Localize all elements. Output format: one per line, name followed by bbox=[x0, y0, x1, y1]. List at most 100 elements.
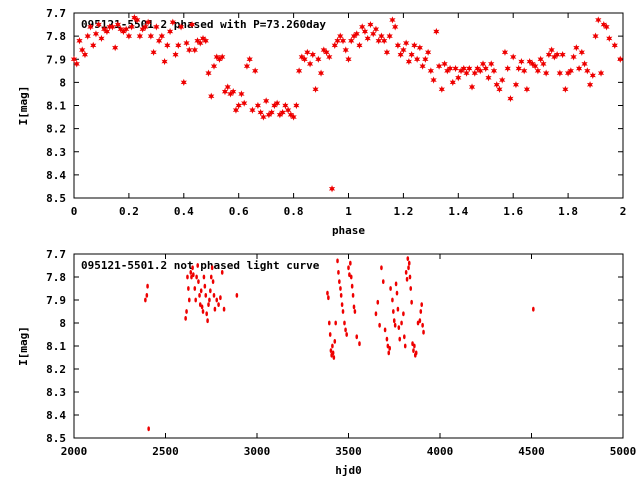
data-point bbox=[185, 309, 188, 314]
x-tick-label: 0 bbox=[71, 205, 78, 218]
data-point bbox=[192, 272, 195, 278]
data-point bbox=[383, 327, 387, 333]
data-point bbox=[529, 60, 536, 68]
data-point bbox=[197, 39, 204, 47]
data-point bbox=[128, 23, 135, 31]
data-point bbox=[392, 318, 396, 324]
data-point bbox=[403, 334, 406, 340]
data-point bbox=[411, 341, 414, 347]
x-tick-label: 0.8 bbox=[284, 205, 304, 218]
data-point bbox=[477, 67, 484, 75]
data-point bbox=[208, 297, 211, 303]
x-tick-label: 0.6 bbox=[229, 205, 249, 218]
data-point bbox=[485, 74, 492, 82]
data-point bbox=[112, 44, 119, 52]
data-point bbox=[348, 37, 355, 45]
phased-chart: 0 0.2 0.4 0.6 0.8 1 1.2 1.4 1.6 1.8 2 7.7 7.8 7.9 8 8.1… bbox=[17, 7, 626, 237]
data-point bbox=[196, 263, 200, 268]
data-point bbox=[215, 297, 219, 303]
data-point bbox=[328, 185, 336, 193]
data-point bbox=[523, 85, 531, 93]
data-point bbox=[345, 55, 352, 63]
data-point bbox=[265, 111, 273, 119]
data-point bbox=[317, 69, 325, 77]
data-point bbox=[488, 60, 495, 68]
data-point bbox=[351, 293, 355, 298]
data-point bbox=[326, 290, 329, 296]
data-point bbox=[406, 256, 410, 261]
data-point bbox=[187, 297, 191, 303]
data-point bbox=[193, 286, 197, 291]
data-point bbox=[260, 113, 267, 121]
data-point bbox=[298, 53, 305, 61]
data-point bbox=[106, 23, 113, 31]
data-point bbox=[364, 34, 371, 43]
data-point bbox=[279, 108, 286, 117]
data-point bbox=[147, 32, 154, 40]
data-point bbox=[570, 53, 577, 61]
data-point bbox=[482, 64, 489, 73]
data-point bbox=[205, 311, 208, 317]
y-tick-label: 7.8 bbox=[46, 271, 66, 284]
data-point bbox=[87, 23, 94, 31]
data-point bbox=[144, 297, 147, 303]
x-tick-label: 5000 bbox=[610, 445, 637, 458]
data-point bbox=[205, 69, 212, 77]
data-point bbox=[422, 55, 429, 63]
data-point bbox=[334, 320, 337, 326]
data-point bbox=[559, 51, 566, 59]
data-point bbox=[183, 39, 190, 47]
data-point bbox=[207, 302, 210, 307]
data-point bbox=[540, 60, 547, 68]
x-tick-label: 0.2 bbox=[119, 205, 139, 218]
x-tick-label: 1.2 bbox=[393, 205, 413, 218]
data-point bbox=[414, 350, 418, 356]
data-point bbox=[191, 46, 198, 54]
data-point bbox=[332, 355, 336, 360]
data-point bbox=[199, 288, 203, 294]
data-point bbox=[460, 64, 467, 73]
unphased-chart: 2000 2500 3000 3500 4000 4500 5000 7.7 7.8 7.9 8 8.… bbox=[17, 248, 636, 477]
data-point bbox=[424, 48, 432, 56]
data-point bbox=[419, 62, 426, 70]
y-tick-label: 7.9 bbox=[46, 53, 66, 66]
data-point bbox=[252, 67, 259, 75]
data-point bbox=[312, 85, 319, 93]
data-point bbox=[595, 16, 602, 24]
data-point bbox=[142, 23, 149, 31]
data-point bbox=[328, 332, 332, 337]
data-point bbox=[474, 64, 481, 73]
data-point bbox=[385, 336, 389, 342]
data-point bbox=[249, 106, 256, 114]
data-point bbox=[212, 293, 216, 298]
data-point bbox=[400, 320, 403, 326]
y-tick-label: 8.4 bbox=[46, 169, 66, 182]
x-tick-label: 1.8 bbox=[558, 205, 578, 218]
data-point bbox=[408, 51, 415, 59]
data-point bbox=[611, 41, 618, 49]
data-point bbox=[562, 85, 569, 93]
data-point bbox=[246, 55, 253, 63]
data-point bbox=[309, 51, 316, 59]
data-point bbox=[153, 23, 160, 31]
data-point bbox=[564, 69, 572, 77]
y-tick-label: 7.7 bbox=[46, 248, 66, 261]
data-point bbox=[388, 345, 391, 351]
data-point bbox=[136, 32, 143, 40]
data-point bbox=[349, 274, 353, 280]
plot-frame bbox=[73, 253, 624, 439]
y-tick-label: 8.2 bbox=[46, 363, 66, 376]
data-point bbox=[521, 67, 528, 75]
y-axis-label: I[mag] bbox=[17, 326, 30, 366]
data-point bbox=[79, 46, 86, 54]
data-point bbox=[375, 37, 382, 45]
data-point bbox=[232, 106, 240, 114]
data-point bbox=[387, 350, 391, 356]
data-point bbox=[146, 283, 149, 289]
data-point bbox=[606, 34, 613, 43]
data-point bbox=[103, 27, 111, 36]
data-point bbox=[219, 295, 222, 301]
x-tick-label: 4500 bbox=[518, 445, 545, 458]
x-tick-label: 3500 bbox=[335, 445, 362, 458]
data-point bbox=[438, 85, 445, 93]
